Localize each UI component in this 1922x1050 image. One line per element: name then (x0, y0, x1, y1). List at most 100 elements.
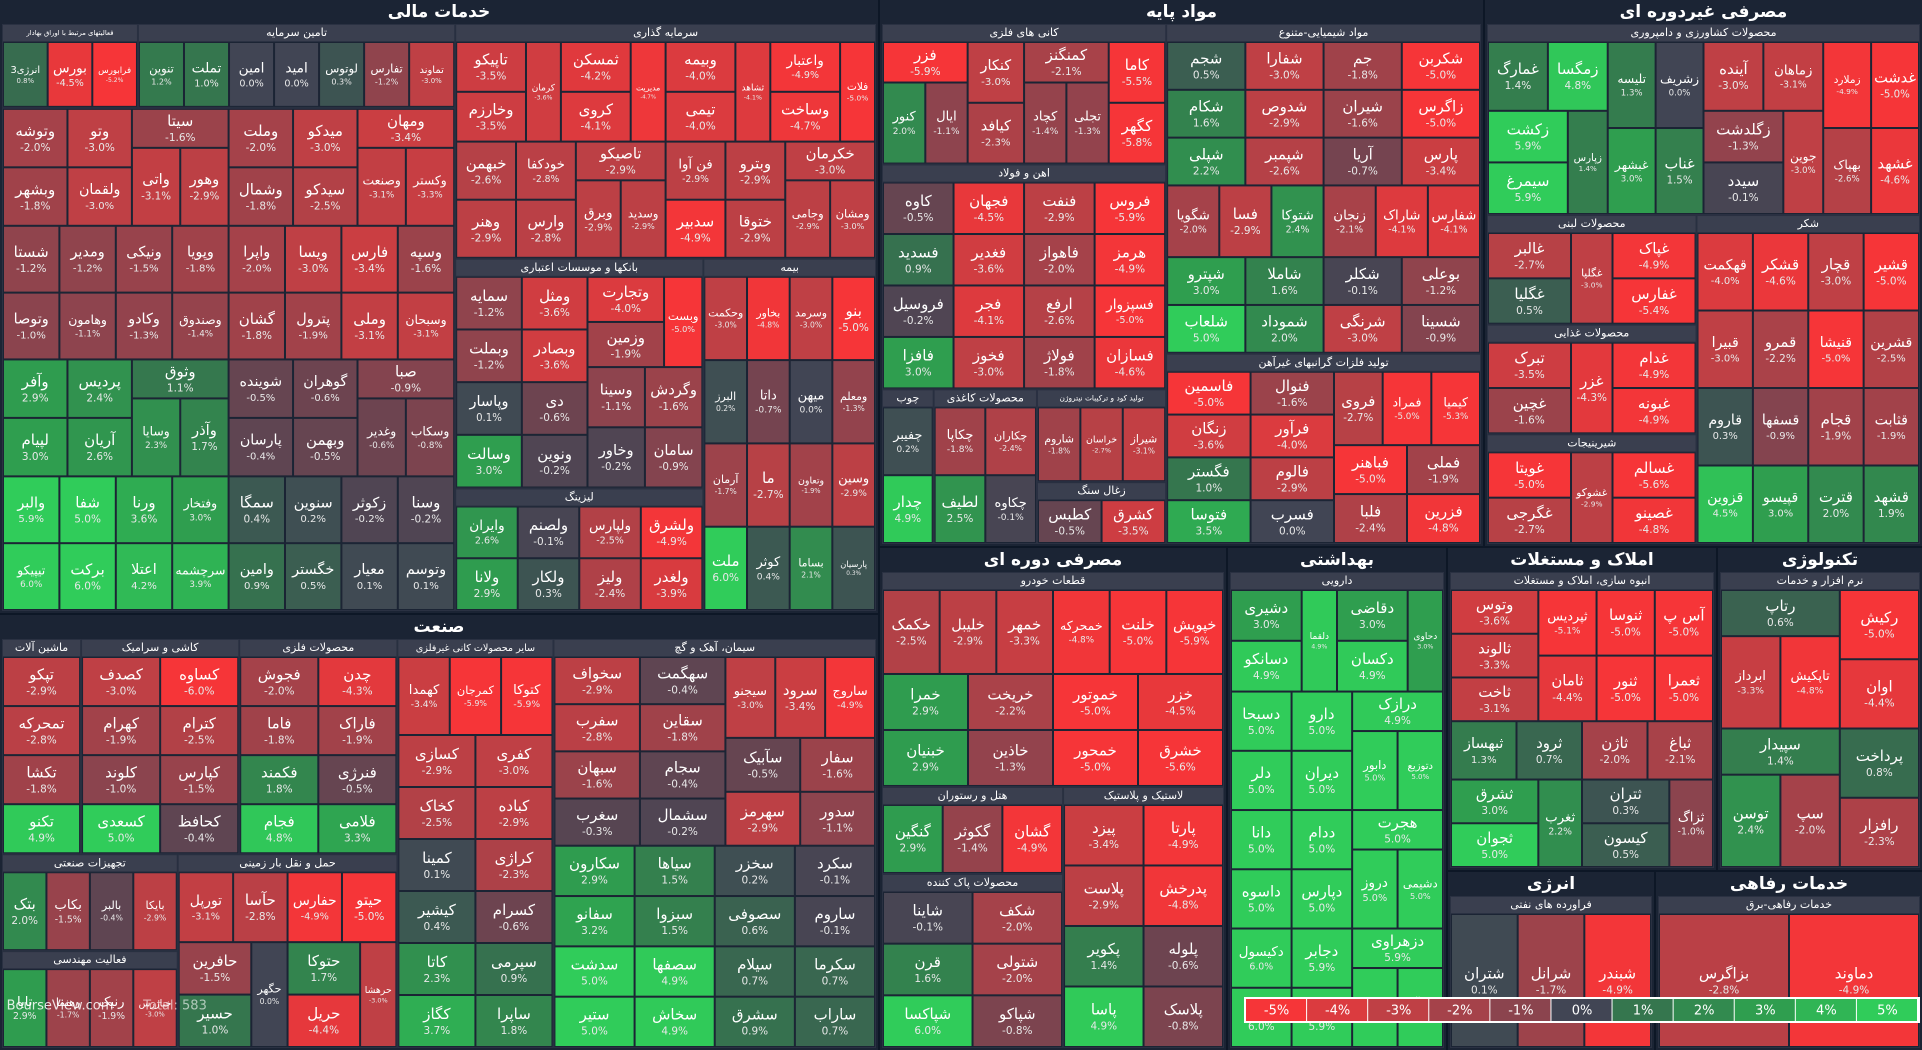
stock-cell[interactable] (456, 276, 522, 330)
stock-cell[interactable] (665, 199, 726, 258)
stock-cell[interactable] (475, 735, 553, 787)
stock-cell[interactable] (1823, 42, 1872, 129)
stock-cell[interactable] (1451, 633, 1539, 678)
stock-cell[interactable] (1780, 636, 1840, 729)
stock-cell[interactable] (160, 657, 239, 707)
stock-cell[interactable] (240, 657, 319, 707)
stock-cell[interactable] (1337, 640, 1408, 692)
stock-cell[interactable] (1291, 750, 1353, 811)
stock-cell[interactable] (1752, 233, 1809, 311)
stock-cell[interactable] (1488, 110, 1568, 163)
stock-cell[interactable] (883, 804, 943, 873)
stock-cell[interactable] (1763, 42, 1824, 111)
stock-cell[interactable] (1780, 774, 1840, 868)
stock-cell[interactable] (240, 755, 319, 805)
stock-cell[interactable] (883, 82, 926, 164)
stock-cell[interactable] (1066, 82, 1109, 164)
stock-cell[interactable] (1333, 371, 1383, 446)
stock-cell[interactable] (560, 42, 631, 92)
stock-cell[interactable] (579, 558, 641, 610)
stock-cell[interactable] (3, 476, 60, 544)
stock-cell[interactable] (1094, 182, 1166, 235)
stock-cell[interactable] (953, 285, 1025, 337)
stock-cell[interactable] (228, 543, 285, 611)
stock-cell[interactable] (789, 360, 833, 444)
stock-cell[interactable] (968, 729, 1053, 786)
stock-cell[interactable] (521, 434, 588, 488)
stock-cell[interactable] (293, 167, 358, 226)
stock-cell[interactable] (1245, 137, 1324, 186)
stock-cell[interactable] (341, 476, 398, 544)
stock-cell[interactable] (319, 42, 365, 107)
stock-cell[interactable] (775, 657, 826, 738)
stock-cell[interactable] (1863, 388, 1919, 466)
stock-cell[interactable] (1703, 110, 1784, 163)
stock-cell[interactable] (3, 706, 81, 756)
stock-cell[interactable] (1143, 925, 1224, 987)
stock-cell[interactable] (172, 543, 229, 611)
stock-cell[interactable] (1697, 233, 1753, 311)
stock-cell[interactable] (1697, 388, 1753, 466)
stock-cell[interactable] (1407, 590, 1443, 692)
stock-cell[interactable] (1596, 655, 1655, 722)
stock-cell[interactable] (972, 995, 1063, 1048)
stock-cell[interactable] (883, 407, 933, 476)
stock-cell[interactable] (554, 896, 635, 947)
stock-cell[interactable] (1250, 371, 1334, 415)
stock-cell[interactable] (1451, 823, 1539, 868)
stock-cell[interactable] (3, 804, 81, 854)
stock-cell[interactable] (240, 706, 319, 756)
stock-cell[interactable] (82, 755, 161, 805)
stock-cell[interactable] (789, 526, 833, 611)
stock-cell[interactable] (1323, 257, 1402, 305)
stock-cell[interactable] (1271, 185, 1324, 258)
stock-cell[interactable] (1167, 42, 1246, 90)
stock-cell[interactable] (1231, 810, 1292, 870)
stock-cell[interactable] (1167, 500, 1251, 543)
stock-cell[interactable] (1323, 304, 1402, 353)
stock-cell[interactable] (953, 234, 1025, 286)
stock-cell[interactable] (1451, 590, 1539, 634)
stock-cell[interactable] (1143, 986, 1224, 1048)
stock-cell[interactable] (364, 42, 410, 107)
stock-cell[interactable] (1250, 500, 1334, 543)
stock-cell[interactable] (1024, 285, 1095, 337)
stock-cell[interactable] (1823, 128, 1872, 215)
stock-cell[interactable] (640, 506, 703, 559)
stock-cell[interactable] (456, 558, 518, 610)
stock-cell[interactable] (747, 360, 790, 444)
stock-cell[interactable] (1871, 42, 1919, 129)
stock-cell[interactable] (953, 182, 1025, 235)
stock-cell[interactable] (501, 657, 553, 735)
stock-cell[interactable] (397, 225, 455, 293)
stock-cell[interactable] (456, 382, 522, 435)
stock-cell[interactable] (1863, 465, 1919, 543)
stock-cell[interactable] (830, 180, 876, 258)
stock-cell[interactable] (794, 896, 875, 947)
stock-cell[interactable] (1582, 823, 1670, 868)
stock-cell[interactable] (644, 427, 703, 488)
stock-cell[interactable] (274, 42, 320, 107)
stock-cell[interactable] (1451, 721, 1517, 780)
stock-cell[interactable] (883, 891, 973, 944)
stock-cell[interactable] (1703, 42, 1764, 111)
stock-cell[interactable] (1219, 185, 1272, 258)
stock-cell[interactable] (228, 167, 294, 226)
stock-cell[interactable] (1397, 731, 1443, 811)
stock-cell[interactable] (89, 872, 134, 951)
stock-cell[interactable] (82, 657, 161, 707)
stock-cell[interactable] (1488, 452, 1572, 498)
stock-cell[interactable] (630, 42, 666, 142)
stock-cell[interactable] (1401, 304, 1481, 353)
stock-cell[interactable] (967, 102, 1025, 164)
stock-cell[interactable] (1401, 257, 1481, 305)
stock-cell[interactable] (1037, 407, 1081, 482)
stock-cell[interactable] (1612, 342, 1696, 389)
stock-cell[interactable] (785, 141, 875, 181)
stock-cell[interactable] (789, 443, 833, 527)
stock-cell[interactable] (398, 943, 476, 995)
stock-cell[interactable] (233, 872, 288, 943)
stock-cell[interactable] (1721, 590, 1840, 637)
stock-cell[interactable] (398, 891, 476, 943)
stock-cell[interactable] (644, 367, 703, 428)
